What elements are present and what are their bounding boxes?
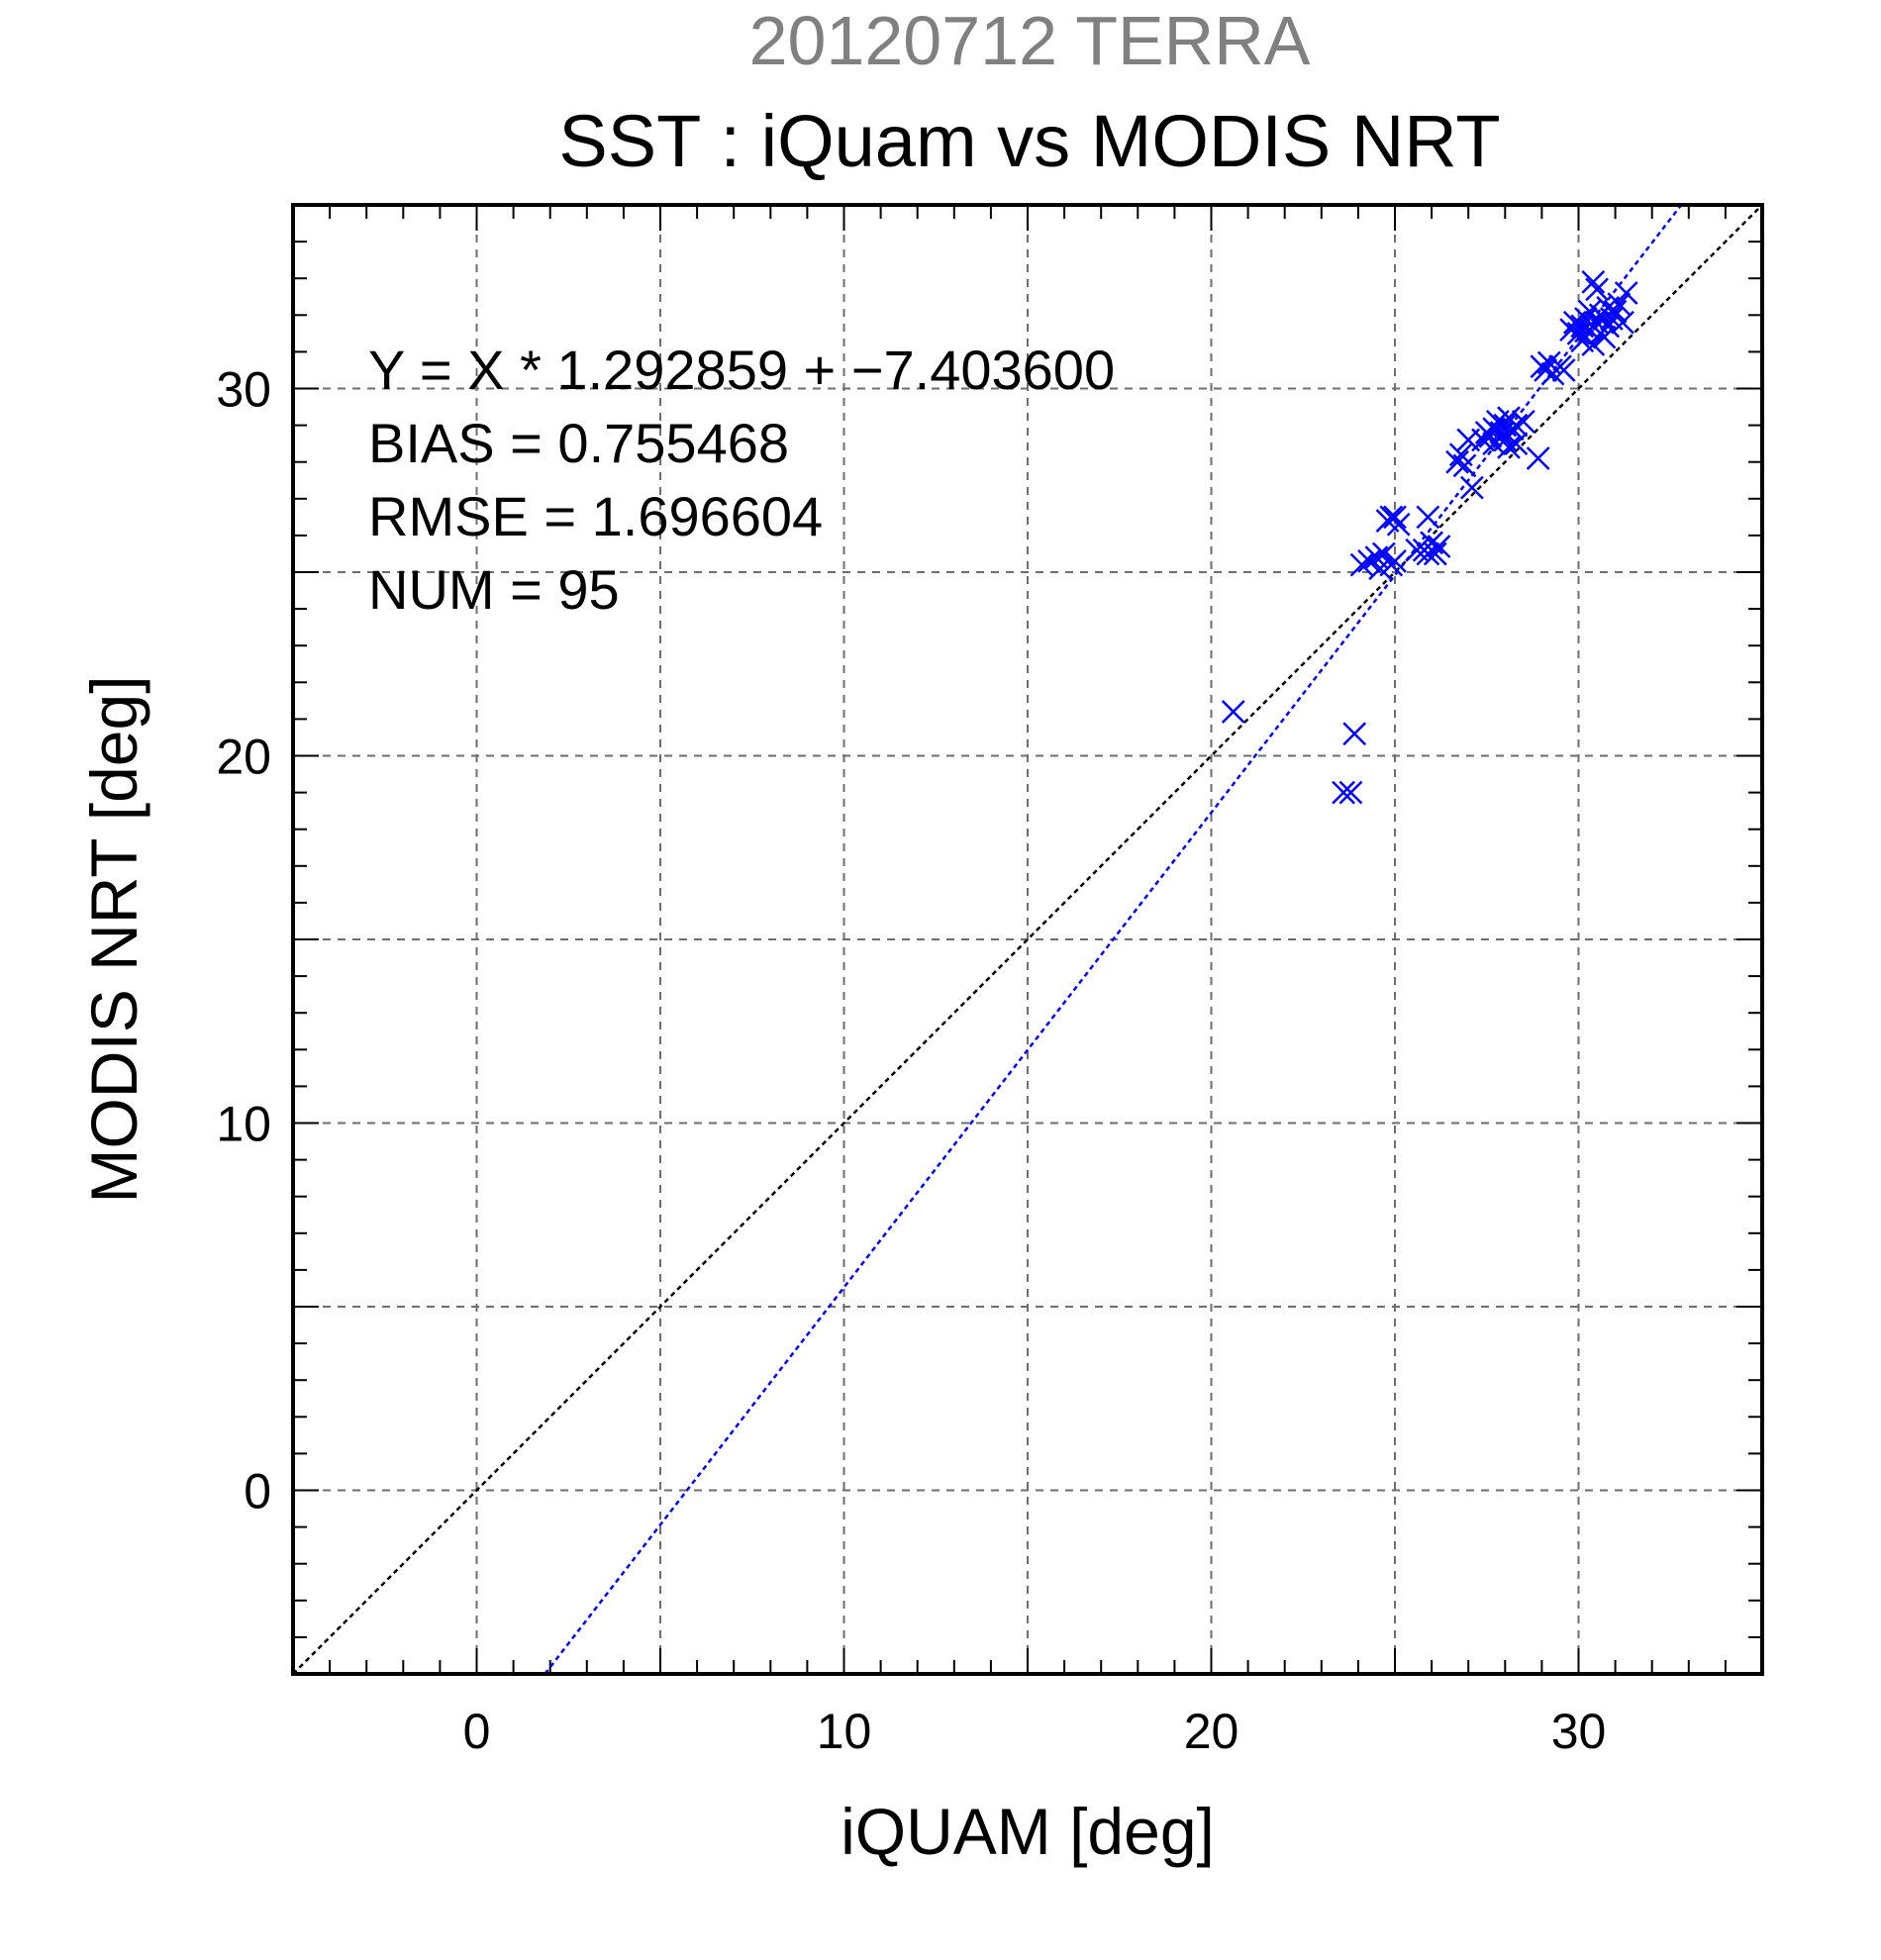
y-tick-label: 20	[216, 730, 271, 785]
data-points	[1221, 270, 1638, 805]
x-tick-label: 10	[817, 1704, 872, 1759]
data-point	[1445, 449, 1469, 474]
data-point	[1338, 780, 1363, 805]
y-tick-label: 30	[216, 362, 271, 418]
data-point	[1596, 314, 1621, 339]
data-point	[1383, 548, 1407, 573]
data-point	[1452, 453, 1477, 478]
chart-supertitle: 20120712 TERRA	[749, 2, 1311, 79]
data-point	[1460, 475, 1484, 500]
plot-frame	[291, 203, 1764, 1676]
data-point	[1581, 333, 1606, 356]
data-point	[1423, 541, 1447, 566]
num-text: NUM = 95	[368, 558, 620, 621]
data-point	[1386, 512, 1411, 537]
grid-lines	[293, 205, 1762, 1674]
x-axis-label: iQUAM [deg]	[841, 1795, 1215, 1868]
data-point	[1349, 552, 1374, 577]
one-to-one-line	[292, 204, 1763, 1675]
data-point	[1427, 535, 1451, 558]
data-point	[1342, 722, 1367, 746]
data-point	[1534, 358, 1557, 382]
data-point	[1551, 358, 1576, 382]
y-tick-label: 0	[244, 1464, 271, 1519]
data-point	[1607, 292, 1632, 317]
data-point	[1603, 299, 1628, 324]
x-tick-label: 30	[1551, 1704, 1607, 1759]
y-tick-label: 10	[216, 1097, 271, 1152]
data-point	[1504, 413, 1529, 438]
data-point	[1504, 432, 1529, 456]
chart-title: SST : iQuam vs MODIS NRT	[558, 100, 1500, 182]
fit-equation-text: Y = X * 1.292859 + −7.403600	[368, 339, 1115, 401]
data-point	[1416, 505, 1440, 530]
data-point	[1511, 410, 1535, 434]
stats-annotation: Y = X * 1.292859 + −7.403600 BIAS = 0.75…	[368, 339, 1115, 621]
bias-text: BIAS = 0.755468	[368, 412, 789, 474]
data-point	[1221, 700, 1245, 724]
data-point	[1357, 548, 1381, 573]
data-point	[1383, 505, 1407, 530]
y-axis-label: MODIS NRT [deg]	[77, 675, 150, 1203]
x-tick-label: 0	[463, 1704, 491, 1759]
data-point	[1371, 541, 1396, 566]
data-point	[1497, 435, 1521, 459]
data-point	[1332, 780, 1355, 805]
data-point	[1614, 281, 1638, 305]
rmse-text: RMSE = 1.696604	[368, 485, 823, 547]
data-point	[1611, 310, 1634, 335]
regression-fit-line	[544, 204, 1683, 1675]
x-tick-label: 20	[1184, 1704, 1239, 1759]
tick-labels: 0 10 20 30 0 10 20 30	[216, 362, 1606, 1760]
data-point	[1526, 446, 1550, 470]
reference-lines	[292, 204, 1763, 1675]
data-point	[1585, 277, 1609, 302]
data-point	[1581, 270, 1606, 294]
minor-ticks	[293, 205, 1762, 1674]
